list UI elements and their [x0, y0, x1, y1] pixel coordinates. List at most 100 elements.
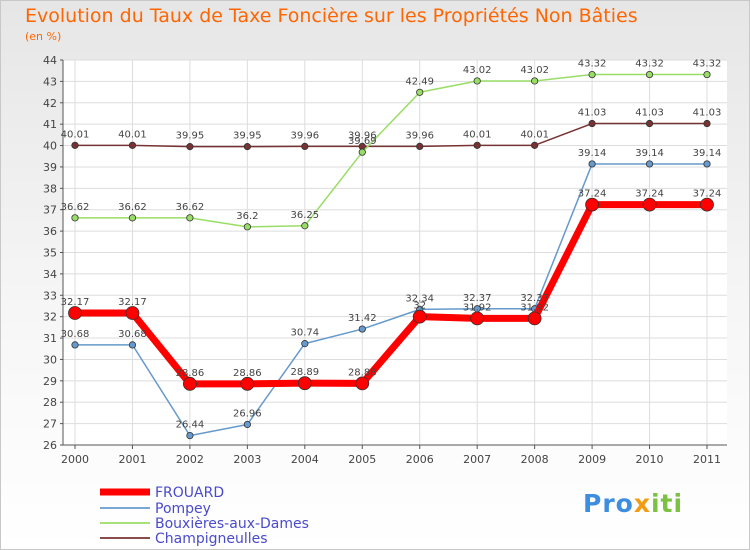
- data-point: [358, 148, 366, 156]
- data-point: [297, 376, 312, 391]
- data-point: [645, 70, 654, 79]
- data-label: 36.2: [236, 211, 258, 222]
- data-point: [703, 70, 711, 79]
- data-point: [128, 141, 137, 149]
- data-label: 32.17: [61, 297, 90, 308]
- x-tick-label: 2007: [463, 453, 491, 466]
- data-label: 41.03: [635, 108, 664, 119]
- x-tick-label: 2010: [636, 453, 664, 466]
- x-tick-label: 2001: [118, 453, 146, 466]
- data-point: [301, 340, 309, 348]
- series-line-0: [75, 201, 707, 388]
- x-tick-label: 2002: [176, 453, 204, 466]
- data-point: [703, 160, 711, 168]
- data-point: [588, 119, 596, 128]
- data-point: [183, 376, 197, 391]
- y-tick-label: 29: [43, 375, 57, 388]
- data-label: 43.32: [693, 59, 722, 70]
- data-label: 30.68: [118, 329, 147, 340]
- data-label: 43.02: [520, 65, 549, 76]
- data-point: [700, 197, 714, 212]
- data-point: [358, 325, 366, 333]
- data-label: 36.62: [118, 202, 147, 213]
- data-label: 36.62: [176, 202, 205, 213]
- data-labels: 32.17 32.17 28.86 28.86 28.89 28.88 32 31.92 31.…: [61, 59, 722, 431]
- legend: FROUARDPompeyBouxières-aux-DamesChampign…: [100, 485, 309, 547]
- y-axis-unit: (en %): [25, 30, 62, 43]
- data-point: [243, 223, 251, 231]
- data-label: 39.14: [693, 148, 722, 159]
- data-label: 42.49: [405, 76, 434, 87]
- data-label: 30.68: [61, 329, 90, 340]
- y-tick-label: 30: [43, 353, 57, 366]
- data-point: [588, 160, 596, 168]
- legend-label: FROUARD: [155, 485, 224, 501]
- data-label: 39.96: [290, 130, 319, 141]
- data-point: [645, 119, 654, 128]
- data-point: [355, 376, 370, 391]
- x-tick-label: 2003: [233, 453, 261, 466]
- data-label: 40.01: [520, 129, 549, 140]
- data-label: 31.92: [463, 302, 492, 313]
- data-label: 26.44: [176, 420, 205, 431]
- data-label: 26.96: [233, 408, 262, 419]
- data-label: 32.37: [520, 293, 549, 304]
- data-point: [68, 306, 82, 320]
- data-point: [703, 119, 711, 128]
- data-point: [243, 420, 251, 429]
- y-tick-label: 37: [43, 204, 57, 217]
- data-label: 43.32: [635, 59, 664, 70]
- data-label: 28.88: [348, 367, 377, 378]
- data-point: [128, 214, 137, 222]
- y-tick-label: 28: [43, 396, 57, 409]
- data-label: 40.01: [118, 129, 147, 140]
- y-tick-labels: 26 27 28 29 30 31 32 33 34 35 36 37 38 39 40 41 42 43 44: [43, 54, 57, 452]
- chart-title: Evolution du Taux de Taxe Foncière sur l…: [25, 5, 638, 27]
- y-tick-label: 35: [43, 247, 57, 260]
- y-tick-label: 27: [43, 418, 57, 431]
- data-label: 36.62: [61, 202, 90, 213]
- data-point: [125, 306, 140, 320]
- data-label: 32.37: [463, 293, 492, 304]
- series-line-3: [75, 122, 707, 148]
- series-lines: [68, 70, 714, 440]
- data-point: [645, 160, 654, 168]
- legend-label: Pompey: [155, 501, 211, 517]
- x-tick-label: 2004: [291, 453, 319, 466]
- data-label: 28.86: [233, 368, 262, 379]
- data-label: 30.74: [290, 328, 319, 339]
- y-tick-label: 32: [43, 311, 57, 324]
- legend-label: Bouxières-aux-Dames: [155, 516, 309, 532]
- data-label: 39.95: [176, 131, 205, 142]
- series-line-2: [75, 73, 707, 228]
- y-tick-label: 31: [43, 332, 57, 345]
- x-tick-label: 2011: [693, 453, 721, 466]
- y-tick-label: 36: [43, 225, 57, 238]
- data-label: 40.01: [61, 129, 90, 140]
- data-point: [71, 141, 79, 149]
- y-tick-label: 44: [43, 54, 57, 67]
- data-label: 28.89: [290, 367, 319, 378]
- data-label: 36.25: [290, 210, 319, 221]
- data-label: 39.14: [635, 148, 664, 159]
- x-tick-label: 2008: [521, 453, 549, 466]
- data-label: 28.86: [176, 368, 205, 379]
- legend-label: Champigneulles: [155, 531, 268, 547]
- data-label: 32.17: [118, 297, 147, 308]
- y-tick-label: 40: [43, 140, 57, 153]
- axes: [60, 59, 727, 449]
- data-point: [301, 142, 309, 151]
- data-label: 39.95: [233, 131, 262, 142]
- proxiti-logo: Proxiti: [583, 489, 684, 518]
- x-tick-labels: 2000 2001 2002 2003 2004 2005 2006 2007 2008 2009…: [61, 453, 721, 466]
- x-tick-label: 2005: [348, 453, 376, 466]
- x-tick-label: 2000: [61, 453, 89, 466]
- y-tick-label: 34: [43, 268, 57, 281]
- data-point: [531, 77, 539, 85]
- x-tick-label: 2006: [406, 453, 434, 466]
- data-label: 39.96: [405, 130, 434, 141]
- data-point: [416, 142, 424, 151]
- data-label: 43.32: [578, 59, 607, 70]
- data-point: [71, 341, 79, 349]
- data-point: [473, 77, 481, 85]
